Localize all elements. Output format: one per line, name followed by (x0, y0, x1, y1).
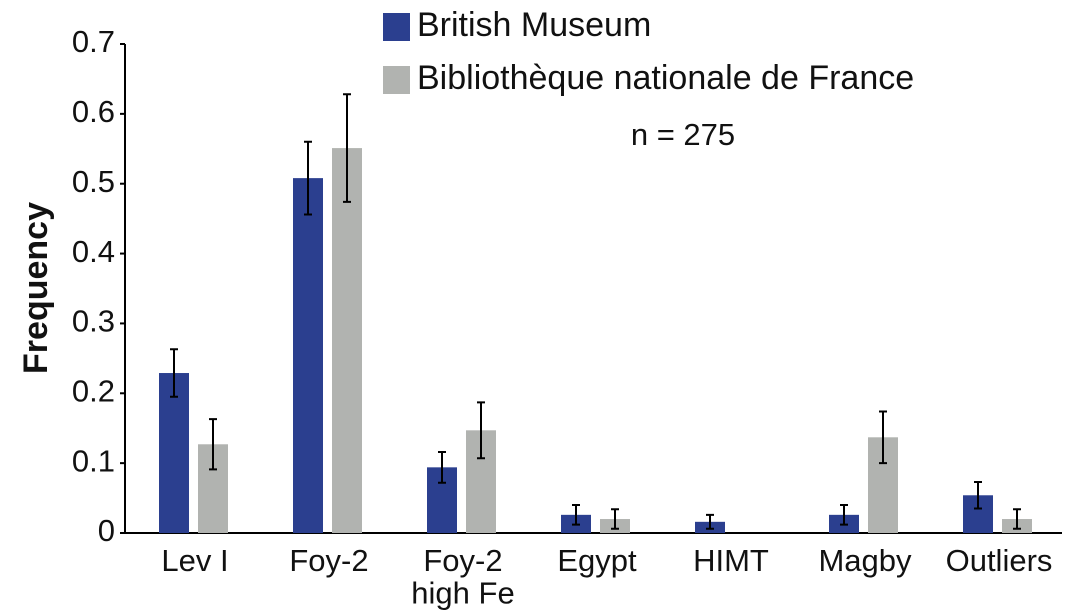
error-bar (170, 348, 178, 398)
legend-swatch (383, 13, 410, 41)
y-tick-label: 0.1 (72, 443, 115, 478)
error-bar (477, 401, 485, 460)
error-bar (879, 410, 887, 465)
error-bar (706, 513, 714, 530)
annotation: n = 275 (631, 117, 735, 152)
bar (159, 373, 189, 533)
x-tick-label: Egypt (557, 543, 637, 578)
y-axis-label: Frequency (17, 202, 55, 374)
error-bar (572, 504, 580, 526)
y-tick-label: 0.3 (72, 304, 115, 339)
x-tick-label: Magby (818, 543, 912, 578)
x-tick-label: Foy-2 high Fe (411, 543, 514, 611)
legend-label: British Museum (417, 6, 651, 44)
error-bar (343, 93, 351, 203)
x-tick-label: Outliers (946, 543, 1053, 578)
legend-swatch (383, 66, 410, 94)
y-tick-label: 0.2 (72, 373, 115, 408)
y-tick-label: 0 (98, 513, 115, 548)
x-tick-label: Lev I (161, 543, 228, 578)
error-bar (611, 508, 619, 530)
y-tick-label: 0.4 (72, 234, 115, 269)
error-bar (209, 418, 217, 471)
error-bar (1013, 508, 1021, 530)
x-tick-label: HIMT (693, 543, 769, 578)
error-bar (974, 481, 982, 510)
y-tick-label: 0.5 (72, 164, 115, 199)
error-bar (438, 450, 446, 484)
y-tick-label: 0.6 (72, 94, 115, 129)
x-tick-label: Foy-2 (289, 543, 368, 578)
y-tick-label: 0.7 (72, 24, 115, 59)
bar (293, 178, 323, 533)
legend-label: Bibliothèque nationale de France (417, 59, 914, 97)
bar (332, 148, 362, 533)
error-bar (304, 140, 312, 216)
error-bar (840, 504, 848, 526)
